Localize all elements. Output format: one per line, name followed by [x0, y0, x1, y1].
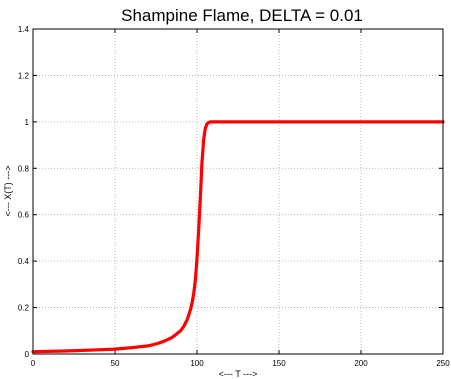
- series: [31, 120, 445, 354]
- x-axis-label: <--- T --->: [219, 369, 258, 379]
- y-tick-label: 0.4: [18, 257, 30, 266]
- x-tick-label: 200: [354, 359, 368, 368]
- x-tick-label: 0: [31, 359, 36, 368]
- y-tick-label: 0: [25, 350, 30, 359]
- x-tick-label: 250: [436, 359, 450, 368]
- y-tick-label: 1: [25, 118, 30, 127]
- y-tick-label: 1.4: [18, 25, 30, 34]
- y-tick-label: 0.6: [18, 211, 30, 220]
- x-tick-label: 50: [111, 359, 120, 368]
- y-tick-label: 1.2: [18, 71, 30, 80]
- plot-frame: [32, 28, 444, 355]
- y-axis-label: <--- X(T) --->: [3, 166, 13, 217]
- y-tick-label: 0.2: [18, 304, 30, 313]
- grid: [33, 29, 443, 354]
- ticks: 0 50 100 150 200 250 0 0.2 0.4 0.6 0.8 1 1.2 1.4: [18, 25, 450, 368]
- y-tick-label: 0.8: [18, 164, 30, 173]
- series-line: [31, 120, 445, 354]
- x-tick-label: 150: [272, 359, 286, 368]
- chart-title: Shampine Flame, DELTA = 0.01: [121, 6, 363, 25]
- x-tick-label: 100: [190, 359, 204, 368]
